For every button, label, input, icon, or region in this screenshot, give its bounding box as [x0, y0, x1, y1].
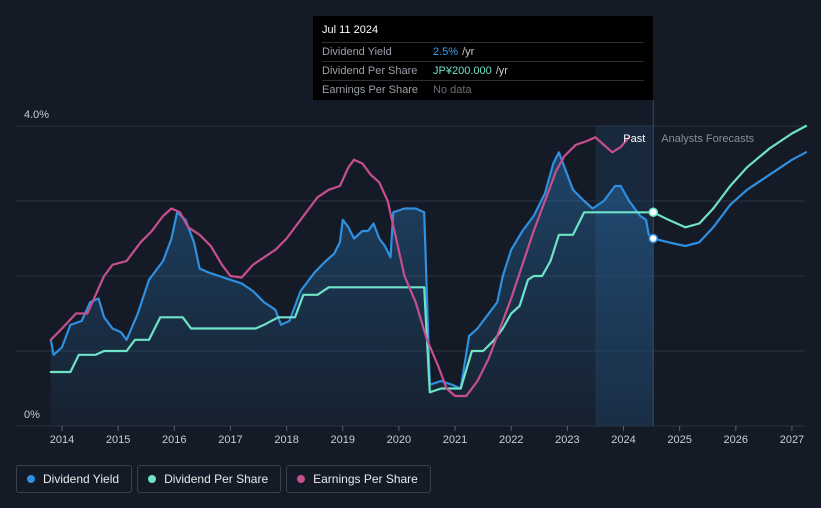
- x-tick-label: 2014: [50, 434, 74, 446]
- tooltip-value: JP¥200.000: [433, 65, 492, 77]
- dividend-per-share-marker: [648, 207, 659, 217]
- x-tick-label: 2027: [780, 434, 804, 446]
- analysts-forecasts-label: Analysts Forecasts: [661, 133, 754, 145]
- tooltip-value: 2.5%: [433, 46, 459, 58]
- legend-dot-icon: [148, 475, 157, 483]
- legend: Dividend Yield Dividend Per Share Earnin…: [16, 465, 431, 493]
- y-axis-label-top: 4.0%: [24, 109, 49, 121]
- x-tick-label: 2021: [443, 434, 467, 446]
- legend-earnings-per-share[interactable]: Earnings Per Share: [286, 465, 431, 493]
- x-tick-label: 2024: [611, 434, 635, 446]
- dividend-per-share-line: [49, 211, 655, 394]
- legend-label: Dividend Per Share: [164, 472, 269, 486]
- tooltip-unit: /yr: [495, 65, 508, 77]
- tooltip-label: Dividend Per Share: [322, 65, 418, 77]
- legend-dividend-per-share[interactable]: Dividend Per Share: [137, 465, 282, 493]
- tooltip-row-dividend-per-share: Dividend Per Share JP¥200.000 /yr: [322, 61, 644, 80]
- y-axis-label-bottom: 0%: [24, 409, 40, 421]
- x-tick-label: 2019: [331, 434, 355, 446]
- legend-dividend-yield[interactable]: Dividend Yield: [16, 465, 133, 493]
- x-tick-label: 2020: [387, 434, 411, 446]
- dividend-yield-area: [50, 152, 654, 427]
- tooltip-value: No data: [433, 84, 472, 96]
- tooltip-label: Earnings Per Share: [322, 84, 418, 96]
- x-tick-label: 2026: [724, 434, 748, 446]
- legend-dot-icon: [297, 475, 306, 483]
- x-tick-label: 2016: [162, 434, 186, 446]
- past-label: Past: [623, 133, 645, 145]
- tooltip-label: Dividend Yield: [322, 46, 392, 58]
- dividend-per-share-forecast-line: [652, 124, 808, 229]
- tooltip-date: Jul 11 2024: [322, 24, 379, 36]
- x-tick-label: 2017: [218, 434, 242, 446]
- hover-markers: [648, 207, 659, 244]
- tooltip-unit: /yr: [462, 46, 475, 58]
- dividend-yield-marker: [648, 233, 659, 244]
- dividend-yield-forecast-line: [652, 151, 808, 248]
- dividend-yield-line: [49, 151, 655, 390]
- legend-dot-icon: [27, 475, 35, 483]
- series-lines: [49, 124, 808, 398]
- x-tick-label: 2023: [555, 434, 579, 446]
- tooltip-row-earnings-per-share: Earnings Per Share No data: [322, 80, 644, 99]
- x-tick-label: 2022: [499, 434, 523, 446]
- legend-label: Earnings Per Share: [313, 472, 418, 486]
- legend-label: Dividend Yield: [43, 472, 120, 486]
- x-axis-ticks: 2014 2015 2016 2017 2018 2019 2020 2021 2022 2023…: [16, 425, 805, 446]
- tooltip-row-dividend-yield: Dividend Yield 2.5% /yr: [322, 42, 644, 61]
- x-tick-label: 2025: [667, 434, 691, 446]
- x-tick-label: 2015: [106, 434, 130, 446]
- earnings-per-share-line: [49, 136, 631, 398]
- hover-tooltip: Jul 11 2024 Dividend Yield 2.5% /yr Divi…: [313, 16, 653, 100]
- x-tick-label: 2018: [274, 434, 298, 446]
